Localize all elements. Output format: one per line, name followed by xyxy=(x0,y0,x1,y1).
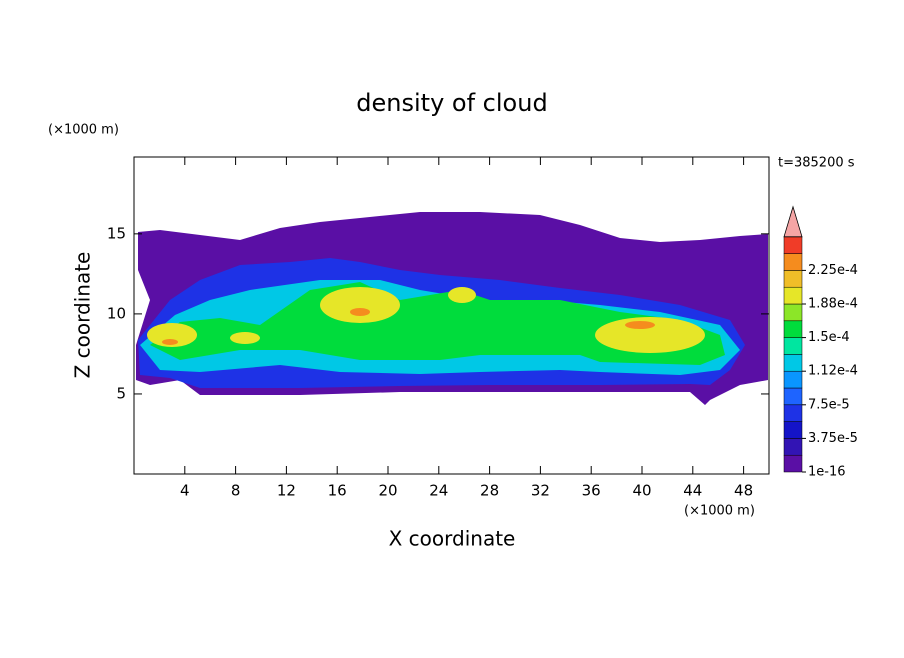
field-layer xyxy=(350,308,370,316)
y-axis-label: Z coordinate xyxy=(71,252,95,379)
colorbar-extend xyxy=(783,205,803,238)
x-tick-label: 4 xyxy=(180,482,190,500)
colorbar-tick-label: 1.12e-4 xyxy=(808,364,858,379)
colorbar-band xyxy=(783,387,803,406)
colorbar-band xyxy=(783,236,803,254)
field-layer xyxy=(162,339,178,345)
field-layer xyxy=(320,287,400,323)
field-layer xyxy=(625,321,655,329)
field-layer xyxy=(147,323,197,347)
y-unit: (×1000 m) xyxy=(48,123,119,138)
x-tick-label: 48 xyxy=(734,482,753,500)
x-tick-label: 8 xyxy=(231,482,241,500)
x-axis-label: X coordinate xyxy=(389,527,516,551)
colorbar-band xyxy=(783,303,803,322)
field-layer xyxy=(595,317,705,353)
colorbar-tick-label: 3.75e-5 xyxy=(808,431,858,446)
colorbar-band xyxy=(783,454,803,473)
colorbar-tick-label: 1.88e-4 xyxy=(808,297,858,312)
chart-title: density of cloud xyxy=(356,89,547,117)
colorbar-band xyxy=(783,337,803,355)
colorbar-band xyxy=(783,438,803,456)
x-tick-label: 20 xyxy=(378,482,397,500)
colorbar-band xyxy=(783,270,803,288)
field-layer xyxy=(448,287,476,303)
x-tick-label: 24 xyxy=(429,482,448,500)
colorbar-tick-label: 1e-16 xyxy=(808,465,846,480)
colorbar-band xyxy=(783,404,803,422)
x-tick-label: 40 xyxy=(632,482,651,500)
y-tick-label: 10 xyxy=(107,304,126,322)
plot-frame xyxy=(133,156,770,475)
x-tick-label: 44 xyxy=(683,482,702,500)
time-annotation: t=385200 s xyxy=(778,156,855,171)
colorbar-tick-label: 7.5e-5 xyxy=(808,397,850,412)
field-layer xyxy=(150,282,725,365)
colorbar-tick-label: 1.5e-4 xyxy=(808,330,850,345)
y-tick-label: 15 xyxy=(107,224,126,242)
x-tick-label: 16 xyxy=(328,482,347,500)
contour-field xyxy=(136,212,768,405)
colorbar-band xyxy=(783,354,803,372)
x-tick-label: 36 xyxy=(582,482,601,500)
colorbar-band xyxy=(783,286,803,305)
x-unit: (×1000 m) xyxy=(684,504,755,519)
y-tick-label: 5 xyxy=(116,384,126,402)
colorbar-band xyxy=(783,320,803,338)
x-tick-label: 12 xyxy=(277,482,296,500)
field-layer xyxy=(230,332,260,344)
colorbar-tick-label: 2.25e-4 xyxy=(808,263,858,278)
x-tick-label: 28 xyxy=(480,482,499,500)
x-tick-label: 32 xyxy=(531,482,550,500)
colorbar-band xyxy=(783,370,803,389)
colorbar-band xyxy=(783,253,803,271)
colorbar-band xyxy=(783,421,803,439)
